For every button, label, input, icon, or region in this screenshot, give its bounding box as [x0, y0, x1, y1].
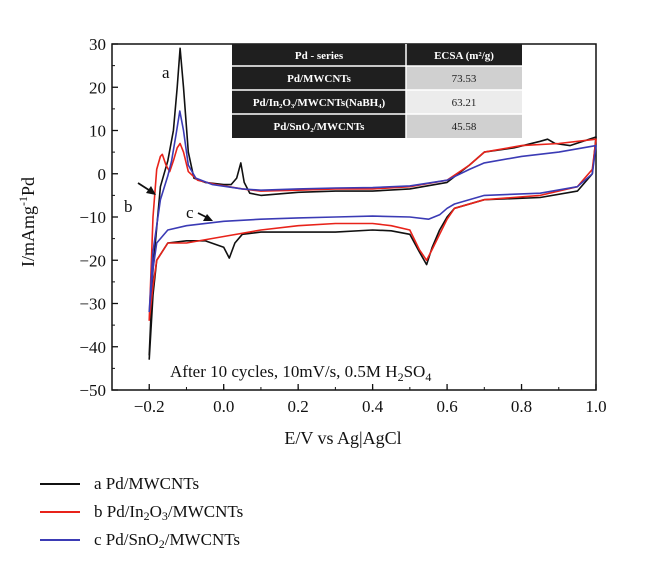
- cv-chart: −0.2 0.0 0.2 0.4 0.6 0.8 1.0 −50 −40 −30 −20 −10 0 10…: [16, 35, 607, 448]
- table-row-3-value: 45.58: [452, 121, 477, 133]
- y-tick-label: 30: [89, 35, 106, 54]
- y-tick-label: 10: [89, 122, 106, 141]
- legend-swatch-a: [40, 483, 80, 485]
- legend-label-a: a Pd/MWCNTs: [94, 474, 200, 493]
- y-tick-label: −40: [79, 338, 106, 357]
- table-header-series: Pd - series: [295, 50, 344, 62]
- legend-swatch-c: [40, 539, 80, 541]
- table-row-1-label: Pd/MWCNTs: [287, 73, 351, 85]
- y-tick-label: −50: [79, 381, 106, 400]
- y-tick-label: 20: [89, 78, 106, 97]
- x-tick-label: 0.0: [213, 397, 234, 416]
- x-tick-label: 0.6: [436, 397, 457, 416]
- legend-swatch-b: [40, 511, 80, 513]
- table-row-2-value: 63.21: [452, 97, 477, 109]
- ecsa-table: Pd - series ECSA (m²/g) Pd/MWCNTs 73.53 …: [232, 44, 522, 138]
- y-tick-label: 0: [98, 165, 107, 184]
- curve-label-a: a: [162, 63, 170, 82]
- x-axis-title: E/V vs Ag|AgCl: [284, 428, 401, 448]
- table-row-2-label: Pd/In₂O₃/MWCNTs(NaBH₄): [253, 97, 386, 109]
- axis-ticks: −0.2 0.0 0.2 0.4 0.6 0.8 1.0 −50 −40 −30 −20 −10 0 10…: [79, 35, 606, 416]
- arrow-b-head-icon: [146, 186, 156, 195]
- y-tick-label: −30: [79, 295, 106, 314]
- legend-label-c: c Pd/SnO2/MWCNTs: [94, 530, 241, 551]
- table-header-ecsa: ECSA (m²/g): [434, 50, 494, 62]
- table-row-3-label: Pd/SnO₂/MWCNTs: [274, 121, 366, 133]
- curve-label-c: c: [186, 203, 194, 222]
- x-tick-label: −0.2: [134, 397, 165, 416]
- y-tick-label: −10: [79, 208, 106, 227]
- y-tick-label: −20: [79, 251, 106, 270]
- cv-curve-c: [148, 110, 597, 313]
- x-tick-label: 1.0: [585, 397, 606, 416]
- y-axis-title: I/mAmg-1Pd: [16, 177, 38, 267]
- x-tick-label: 0.4: [362, 397, 384, 416]
- legend-label-b: b Pd/In2O3/MWCNTs: [94, 502, 244, 523]
- arrow-c-head-icon: [203, 214, 213, 221]
- x-tick-label: 0.2: [288, 397, 309, 416]
- x-tick-label: 0.8: [511, 397, 532, 416]
- curve-label-b: b: [124, 197, 133, 216]
- conditions-annotation: After 10 cycles, 10mV/s, 0.5M H2SO4: [170, 362, 431, 384]
- cv-curves: [148, 47, 597, 360]
- table-row-1-value: 73.53: [452, 73, 477, 85]
- cv-curve-b: [148, 138, 597, 321]
